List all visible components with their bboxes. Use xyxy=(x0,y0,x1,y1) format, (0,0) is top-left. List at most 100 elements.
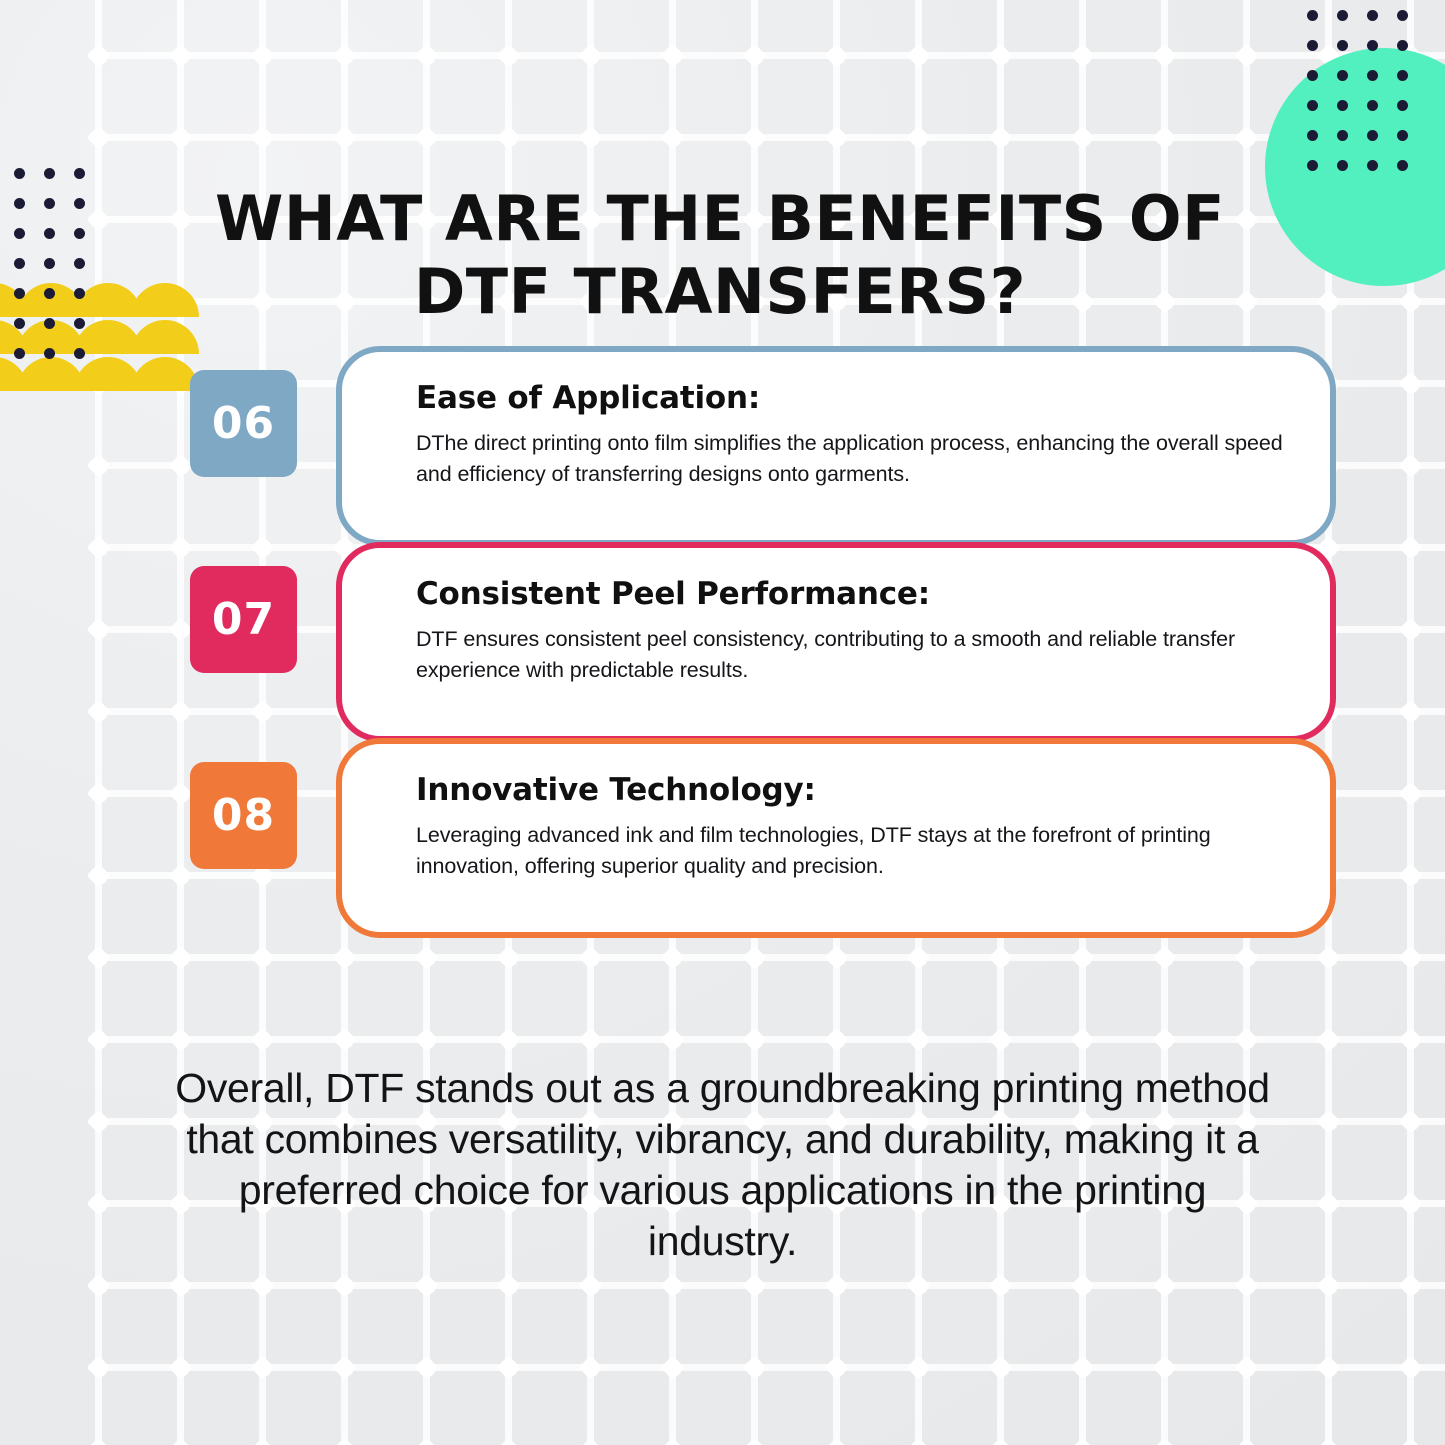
grid-diamond xyxy=(250,1273,275,1298)
grid-diamond xyxy=(1234,1273,1259,1298)
grid-diamond xyxy=(824,1437,849,1445)
grid-diamond xyxy=(332,1355,357,1380)
grid-diamond xyxy=(414,1437,439,1445)
dot xyxy=(1307,40,1318,51)
grid-diamond xyxy=(660,1437,685,1445)
benefit-card[interactable]: 07 Consistent Peel Performance: DTF ensure… xyxy=(0,539,1445,742)
grid-diamond xyxy=(1398,289,1423,314)
grid-diamond xyxy=(578,1355,603,1380)
card-face[interactable]: Consistent Peel Performance: DTF ensures … xyxy=(336,542,1336,742)
card-number: 08 xyxy=(211,790,276,841)
grid-diamond xyxy=(1234,1355,1259,1380)
grid-diamond xyxy=(168,1437,193,1445)
grid-diamond xyxy=(824,945,849,970)
grid-diamond xyxy=(414,1273,439,1298)
grid-diamond xyxy=(86,43,111,68)
grid-diamond xyxy=(86,945,111,970)
grid-diamond xyxy=(1398,1109,1423,1134)
dot xyxy=(14,288,25,299)
grid-diamond xyxy=(250,43,275,68)
card-title: Ease of Application: xyxy=(416,380,761,416)
grid-diamond xyxy=(1070,43,1095,68)
grid-diamond xyxy=(824,43,849,68)
grid-diamond xyxy=(1398,1355,1423,1380)
grid-diamond xyxy=(496,125,521,150)
grid-diamond xyxy=(1316,289,1341,314)
grid-diamond xyxy=(86,1027,111,1052)
grid-diamond xyxy=(1070,125,1095,150)
grid-diamond xyxy=(1070,1027,1095,1052)
grid-diamond xyxy=(578,125,603,150)
grid-diamond xyxy=(906,945,931,970)
grid-diamond xyxy=(332,125,357,150)
grid-diamond xyxy=(414,125,439,150)
dot xyxy=(1337,40,1348,51)
teal-circle-decoration xyxy=(1265,48,1445,286)
semicircle xyxy=(74,283,142,317)
grid-diamond xyxy=(1234,1027,1259,1052)
card-title: Consistent Peel Performance: xyxy=(416,576,930,612)
grid-diamond xyxy=(578,945,603,970)
grid-diamond xyxy=(988,945,1013,970)
benefit-card[interactable]: 08 Innovative Technology: Leveraging advan… xyxy=(0,735,1445,938)
grid-diamond xyxy=(660,1027,685,1052)
grid-diamond xyxy=(988,1355,1013,1380)
grid-diamond xyxy=(496,945,521,970)
grid-diamond xyxy=(1398,1273,1423,1298)
grid-diamond xyxy=(1316,1027,1341,1052)
dot xyxy=(74,258,85,269)
grid-diamond xyxy=(1070,1437,1095,1445)
card-number: 07 xyxy=(211,594,276,645)
dot xyxy=(44,198,55,209)
grid-diamond xyxy=(660,43,685,68)
grid-diamond xyxy=(906,1273,931,1298)
semicircle xyxy=(17,283,85,317)
grid-diamond xyxy=(824,125,849,150)
grid-diamond xyxy=(332,1273,357,1298)
grid-diamond xyxy=(496,1273,521,1298)
grid-diamond xyxy=(496,1027,521,1052)
dot xyxy=(74,168,85,179)
dot xyxy=(14,198,25,209)
grid-diamond xyxy=(742,125,767,150)
grid-diamond xyxy=(988,43,1013,68)
card-face[interactable]: Innovative Technology: Leveraging advance… xyxy=(336,738,1336,938)
grid-diamond xyxy=(86,1109,111,1134)
grid-diamond xyxy=(86,1273,111,1298)
grid-diamond xyxy=(1316,1437,1341,1445)
dot xyxy=(74,198,85,209)
semicircle xyxy=(0,283,28,317)
grid-diamond xyxy=(906,1437,931,1445)
grid-diamond xyxy=(168,1355,193,1380)
dot xyxy=(1397,10,1408,21)
card-body: DTF ensures consistent peel consistency,… xyxy=(416,627,1236,682)
card-number: 06 xyxy=(211,398,276,449)
dot xyxy=(44,258,55,269)
grid-diamond xyxy=(1152,1027,1177,1052)
card-face[interactable]: Ease of Application: DThe direct printing… xyxy=(336,346,1336,546)
grid-diamond xyxy=(578,1437,603,1445)
benefit-card[interactable]: 06 Ease of Application: DThe direct printi… xyxy=(0,343,1445,546)
card-body: Leveraging advanced ink and film technol… xyxy=(416,823,1211,878)
dot xyxy=(1337,10,1348,21)
grid-diamond xyxy=(1152,1355,1177,1380)
grid-diamond xyxy=(906,1027,931,1052)
page-title: WHAT ARE THE BENEFITS OF DTF TRANSFERS? xyxy=(215,181,1225,328)
grid-diamond xyxy=(1070,1355,1095,1380)
grid-diamond xyxy=(1234,945,1259,970)
grid-diamond xyxy=(988,125,1013,150)
grid-diamond xyxy=(1398,1437,1423,1445)
grid-diamond xyxy=(414,1355,439,1380)
grid-diamond xyxy=(742,1027,767,1052)
dot xyxy=(74,318,85,329)
grid-diamond xyxy=(824,1273,849,1298)
grid-diamond xyxy=(496,1355,521,1380)
grid-diamond xyxy=(86,1191,111,1216)
dot xyxy=(1307,10,1318,21)
grid-diamond xyxy=(250,1355,275,1380)
grid-diamond xyxy=(250,125,275,150)
grid-diamond xyxy=(1152,1273,1177,1298)
dot-grid-left-decoration xyxy=(14,168,114,368)
grid-diamond xyxy=(824,1027,849,1052)
grid-diamond xyxy=(168,125,193,150)
